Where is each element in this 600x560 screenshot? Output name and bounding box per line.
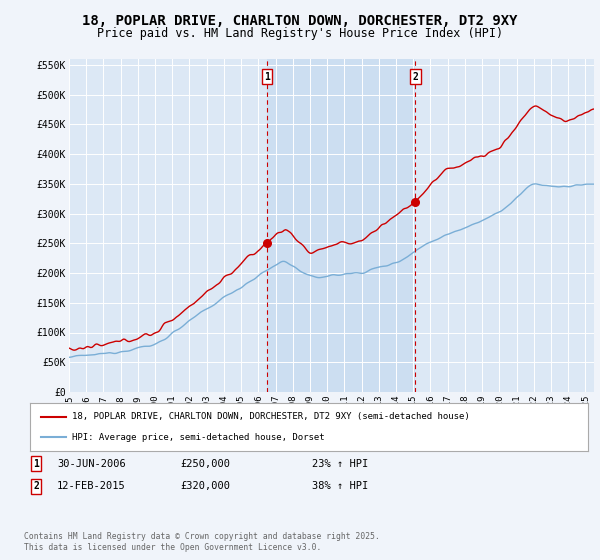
Text: Contains HM Land Registry data © Crown copyright and database right 2025.
This d: Contains HM Land Registry data © Crown c…	[24, 532, 380, 552]
Text: 2: 2	[412, 72, 418, 82]
Text: £320,000: £320,000	[180, 481, 230, 491]
Text: HPI: Average price, semi-detached house, Dorset: HPI: Average price, semi-detached house,…	[72, 433, 325, 442]
Text: 1: 1	[33, 459, 39, 469]
Text: 2: 2	[33, 481, 39, 491]
Text: 18, POPLAR DRIVE, CHARLTON DOWN, DORCHESTER, DT2 9XY (semi-detached house): 18, POPLAR DRIVE, CHARLTON DOWN, DORCHES…	[72, 412, 470, 421]
Text: 12-FEB-2015: 12-FEB-2015	[57, 481, 126, 491]
Text: 30-JUN-2006: 30-JUN-2006	[57, 459, 126, 469]
Text: 23% ↑ HPI: 23% ↑ HPI	[312, 459, 368, 469]
Text: £250,000: £250,000	[180, 459, 230, 469]
Text: 38% ↑ HPI: 38% ↑ HPI	[312, 481, 368, 491]
Text: 18, POPLAR DRIVE, CHARLTON DOWN, DORCHESTER, DT2 9XY: 18, POPLAR DRIVE, CHARLTON DOWN, DORCHES…	[82, 14, 518, 28]
Text: Price paid vs. HM Land Registry's House Price Index (HPI): Price paid vs. HM Land Registry's House …	[97, 27, 503, 40]
Text: 1: 1	[264, 72, 270, 82]
Bar	[267, 59, 415, 392]
